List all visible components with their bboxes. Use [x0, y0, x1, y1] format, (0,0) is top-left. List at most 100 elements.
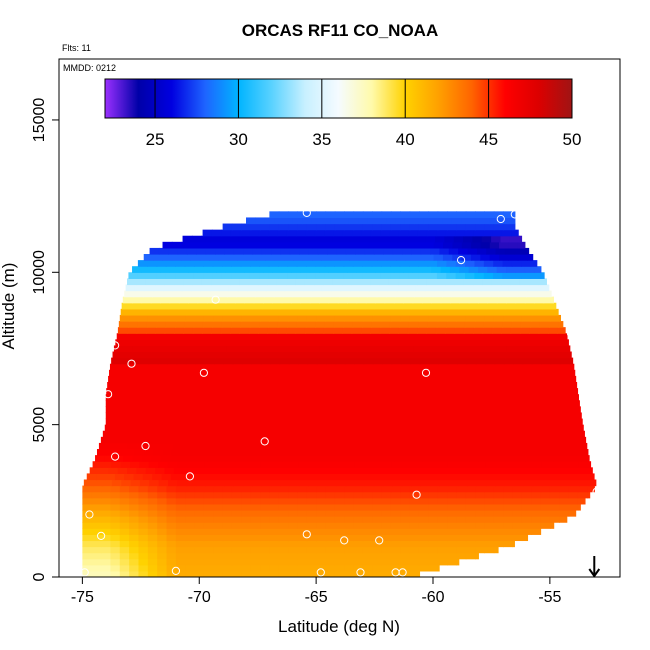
- field-cell: [153, 449, 164, 456]
- field-cell: [456, 485, 467, 493]
- field-cell: [193, 260, 204, 267]
- field-cell: [503, 540, 514, 548]
- field-cell: [333, 229, 344, 237]
- field-cell: [111, 461, 122, 468]
- field-cell: [175, 509, 186, 517]
- field-cell: [166, 570, 177, 577]
- field-cell: [563, 473, 574, 481]
- field-cell: [379, 467, 390, 474]
- field-cell: [219, 235, 230, 243]
- field-cell: [386, 400, 397, 407]
- field-cell: [224, 302, 235, 310]
- field-cell: [383, 247, 394, 255]
- field-cell: [288, 497, 299, 505]
- field-cell: [500, 235, 511, 243]
- field-cell: [283, 406, 294, 414]
- field-cell: [275, 381, 286, 389]
- field-cell: [124, 339, 135, 347]
- field-cell: [377, 254, 388, 261]
- field-cell: [577, 485, 588, 493]
- field-cell: [320, 394, 331, 401]
- field-cell: [475, 540, 486, 548]
- field-cell: [532, 430, 543, 438]
- field-cell: [250, 540, 261, 548]
- field-cell: [479, 412, 490, 420]
- field-cell: [313, 333, 324, 340]
- field-cell: [177, 302, 188, 310]
- field-cell: [110, 516, 121, 523]
- field-cell: [559, 509, 570, 517]
- field-cell: [393, 266, 404, 273]
- field-cell: [416, 467, 427, 474]
- field-cell: [250, 522, 261, 529]
- field-cell: [296, 272, 307, 279]
- field-cell: [278, 497, 289, 505]
- field-cell: [178, 296, 189, 304]
- field-cell: [424, 284, 435, 292]
- field-cell: [208, 406, 219, 414]
- field-cell: [131, 302, 141, 310]
- field-cell: [433, 412, 443, 420]
- field-cell: [478, 296, 489, 304]
- field-cell: [354, 308, 365, 316]
- field-cell: [272, 296, 283, 304]
- field-cell: [503, 485, 514, 493]
- field-cell: [434, 333, 445, 340]
- flight-point: [316, 568, 325, 577]
- field-cell: [307, 357, 318, 365]
- field-cell: [555, 381, 566, 389]
- field-cell: [416, 278, 427, 286]
- field-cell: [447, 516, 457, 523]
- field-cell: [523, 302, 534, 310]
- field-cell: [297, 314, 308, 322]
- field-cell: [236, 339, 247, 347]
- field-cell: [161, 473, 172, 481]
- field-cell: [521, 272, 532, 279]
- field-cell: [390, 558, 401, 566]
- field-cell: [253, 266, 264, 273]
- field-cell: [82, 516, 93, 523]
- field-cell: [454, 327, 465, 334]
- field-cell: [348, 217, 359, 225]
- field-cell: [322, 235, 333, 243]
- field-cell: [306, 516, 317, 523]
- field-cell: [344, 357, 355, 365]
- field-cell: [192, 467, 203, 474]
- field-cell: [549, 509, 560, 517]
- field-cell: [216, 345, 227, 353]
- field-cell: [138, 485, 149, 493]
- field-cell: [553, 455, 564, 462]
- field-cell: [222, 552, 233, 560]
- field-cell: [475, 314, 486, 322]
- field-cell: [246, 400, 256, 407]
- field-cell: [545, 412, 556, 420]
- field-cell: [283, 290, 294, 298]
- field-cell: [213, 497, 224, 505]
- field-cell: [242, 308, 253, 316]
- field-cell: [157, 485, 168, 493]
- field-cell: [495, 247, 506, 255]
- field-cell: [124, 400, 135, 407]
- field-cell: [119, 509, 130, 517]
- field-cell: [162, 339, 173, 347]
- field-cell: [512, 491, 523, 499]
- field-cell: [166, 552, 177, 560]
- field-cell: [133, 400, 144, 407]
- field-cell: [406, 381, 417, 389]
- field-cell: [478, 345, 489, 353]
- field-cell: [443, 241, 453, 249]
- y-tick-label: 5000: [31, 407, 48, 443]
- field-cell: [260, 503, 270, 511]
- field-cell: [353, 314, 364, 322]
- field-cell: [460, 290, 471, 298]
- field-cell: [518, 284, 529, 292]
- field-cell: [447, 558, 457, 566]
- field-cell: [91, 509, 102, 517]
- field-cell: [227, 473, 237, 481]
- field-cell: [471, 381, 482, 389]
- field-cell: [573, 418, 583, 426]
- field-cell: [297, 528, 308, 535]
- field-cell: [138, 436, 149, 444]
- field-cell: [495, 430, 506, 438]
- field-cell: [196, 479, 206, 487]
